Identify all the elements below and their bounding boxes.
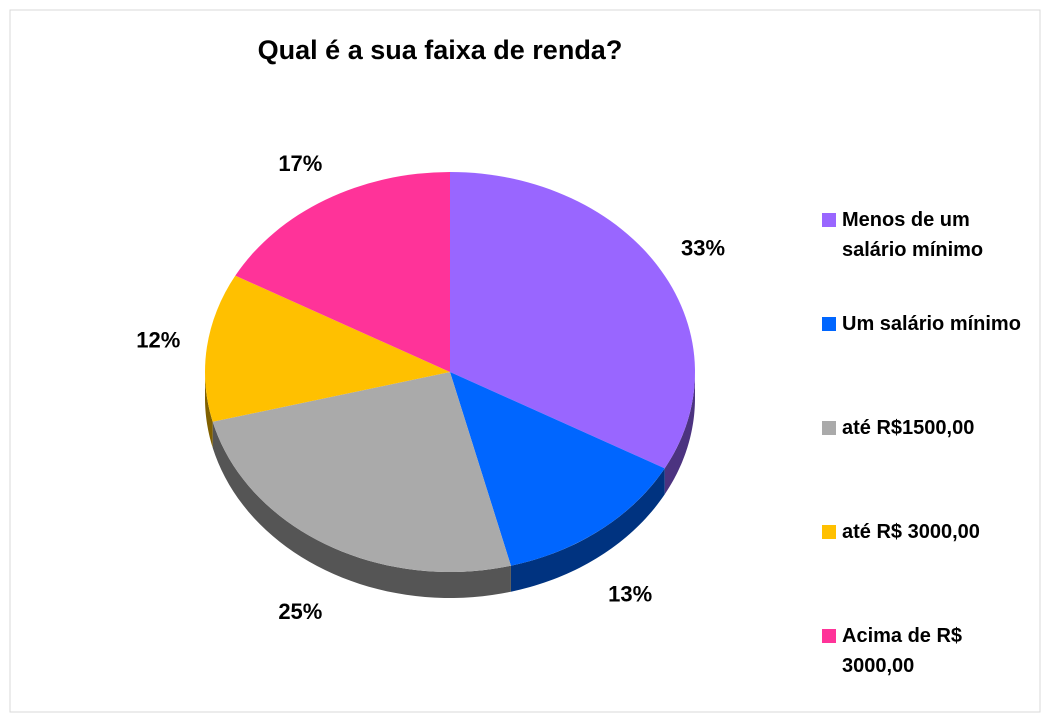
slice [450, 172, 695, 469]
legend-swatch [822, 317, 836, 331]
legend-swatch [822, 213, 836, 227]
legend-label: Acima de R$ 3000,00 [842, 625, 963, 677]
slice [205, 275, 450, 422]
legend-label: até R$ 3000,00 [842, 521, 980, 543]
slice-side [664, 372, 695, 495]
data-label: 13% [608, 581, 652, 606]
data-label: 33% [681, 236, 725, 261]
data-label: 12% [136, 328, 180, 353]
legend-item: até R$ 3000,00 [822, 517, 1037, 621]
chart-title: Qual é a sua faixa de renda? [258, 35, 623, 65]
legend-label: Menos de um salário mínimo [842, 209, 984, 261]
legend-item: Menos de um salário mínimo [822, 205, 1037, 309]
data-label: 25% [278, 599, 322, 624]
legend-item: Um salário mínimo [822, 309, 1037, 413]
legend-swatch [822, 525, 836, 539]
legend-item: até R$1500,00 [822, 413, 1037, 517]
data-label: 17% [278, 151, 322, 176]
slice [450, 372, 665, 566]
slice [212, 372, 511, 572]
slice-side [212, 421, 511, 598]
legend-label: até R$1500,00 [842, 417, 975, 439]
slice-side [510, 468, 665, 592]
legend: Menos de um salário mínimo Um salário mín… [822, 205, 1037, 722]
legend-item: Acima de R$ 3000,00 [822, 621, 1037, 722]
legend-swatch [822, 629, 836, 643]
legend-label: Um salário mínimo [842, 313, 1021, 335]
legend-swatch [822, 421, 836, 435]
slice [235, 172, 450, 372]
slice-side [205, 372, 213, 448]
